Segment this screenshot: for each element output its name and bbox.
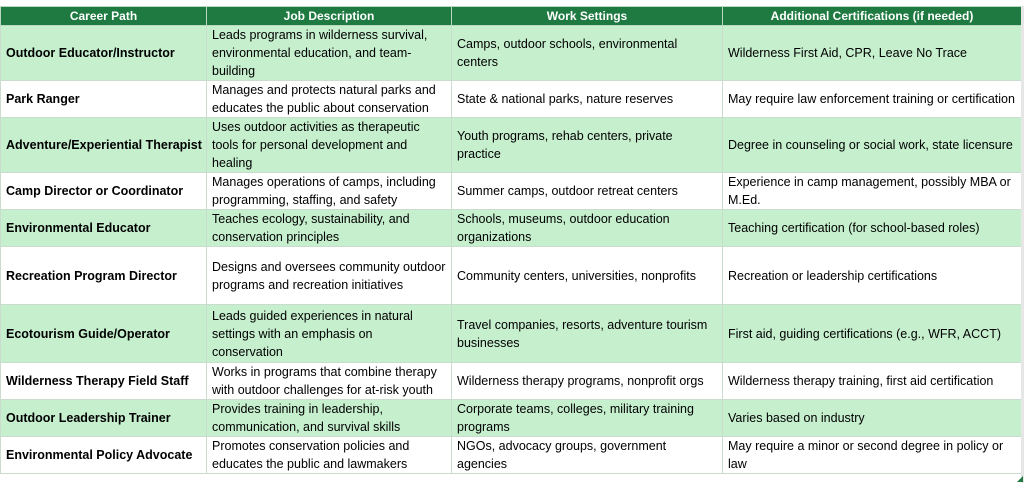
cell-certifications[interactable]: Experience in camp management, possibly … <box>722 172 1022 210</box>
table-row: Outdoor Leadership Trainer Provides train… <box>0 399 1022 437</box>
cell-certifications[interactable]: Varies based on industry <box>722 399 1022 437</box>
header-additional-certifications[interactable]: Additional Certifications (if needed) <box>722 6 1022 26</box>
table-row: Ecotourism Guide/Operator Leads guided ex… <box>0 304 1022 363</box>
cell-job-description[interactable]: Leads programs in wilderness survival, e… <box>206 25 452 81</box>
cell-work-settings[interactable]: NGOs, advocacy groups, government agenci… <box>451 436 723 474</box>
cell-career-path[interactable]: Environmental Policy Advocate <box>0 436 207 474</box>
cell-job-description[interactable]: Works in programs that combine therapy w… <box>206 362 452 400</box>
table-row: Environmental Policy Advocate Promotes co… <box>0 436 1022 474</box>
cell-certifications[interactable]: May require law enforcement training or … <box>722 80 1022 118</box>
cell-career-path[interactable]: Ecotourism Guide/Operator <box>0 304 207 363</box>
cell-certifications[interactable]: Wilderness therapy training, first aid c… <box>722 362 1022 400</box>
cell-certifications[interactable]: Wilderness First Aid, CPR, Leave No Trac… <box>722 25 1022 81</box>
cell-work-settings[interactable]: Summer camps, outdoor retreat centers <box>451 172 723 210</box>
cell-work-settings[interactable]: State & national parks, nature reserves <box>451 80 723 118</box>
cell-job-description[interactable]: Provides training in leadership, communi… <box>206 399 452 437</box>
cell-career-path[interactable]: Outdoor Leadership Trainer <box>0 399 207 437</box>
career-table: Career Path Job Description Work Setting… <box>0 6 1022 474</box>
cell-career-path[interactable]: Recreation Program Director <box>0 246 207 305</box>
header-work-settings[interactable]: Work Settings <box>451 6 723 26</box>
cell-certifications[interactable]: Recreation or leadership certifications <box>722 246 1022 305</box>
table-row: Environmental Educator Teaches ecology, s… <box>0 209 1022 247</box>
cell-job-description[interactable]: Designs and oversees community outdoor p… <box>206 246 452 305</box>
cell-work-settings[interactable]: Community centers, universities, nonprof… <box>451 246 723 305</box>
table-resize-handle-icon[interactable] <box>1015 474 1023 482</box>
cell-career-path[interactable]: Camp Director or Coordinator <box>0 172 207 210</box>
cell-certifications[interactable]: First aid, guiding certifications (e.g.,… <box>722 304 1022 363</box>
cell-job-description[interactable]: Uses outdoor activities as therapeutic t… <box>206 117 452 173</box>
cell-work-settings[interactable]: Corporate teams, colleges, military trai… <box>451 399 723 437</box>
cell-job-description[interactable]: Leads guided experiences in natural sett… <box>206 304 452 363</box>
header-job-description[interactable]: Job Description <box>206 6 452 26</box>
table-row: Wilderness Therapy Field Staff Works in p… <box>0 362 1022 400</box>
cell-career-path[interactable]: Outdoor Educator/Instructor <box>0 25 207 81</box>
table-row: Park Ranger Manages and protects natural … <box>0 80 1022 118</box>
cell-work-settings[interactable]: Youth programs, rehab centers, private p… <box>451 117 723 173</box>
cell-job-description[interactable]: Teaches ecology, sustainability, and con… <box>206 209 452 247</box>
cell-career-path[interactable]: Environmental Educator <box>0 209 207 247</box>
header-row: Career Path Job Description Work Setting… <box>0 6 1022 26</box>
header-career-path[interactable]: Career Path <box>0 6 207 26</box>
table-row: Adventure/Experiential Therapist Uses out… <box>0 117 1022 173</box>
scrollbar-track[interactable] <box>1021 6 1024 483</box>
cell-career-path[interactable]: Wilderness Therapy Field Staff <box>0 362 207 400</box>
cell-career-path[interactable]: Adventure/Experiential Therapist <box>0 117 207 173</box>
table-row: Outdoor Educator/Instructor Leads program… <box>0 25 1022 81</box>
cell-certifications[interactable]: Degree in counseling or social work, sta… <box>722 117 1022 173</box>
table-row: Recreation Program Director Designs and o… <box>0 246 1022 305</box>
cell-job-description[interactable]: Manages operations of camps, including p… <box>206 172 452 210</box>
cell-work-settings[interactable]: Travel companies, resorts, adventure tou… <box>451 304 723 363</box>
cell-certifications[interactable]: Teaching certification (for school-based… <box>722 209 1022 247</box>
cell-job-description[interactable]: Promotes conservation policies and educa… <box>206 436 452 474</box>
cell-job-description[interactable]: Manages and protects natural parks and e… <box>206 80 452 118</box>
cell-certifications[interactable]: May require a minor or second degree in … <box>722 436 1022 474</box>
cell-work-settings[interactable]: Wilderness therapy programs, nonprofit o… <box>451 362 723 400</box>
cell-work-settings[interactable]: Schools, museums, outdoor education orga… <box>451 209 723 247</box>
career-table-container: Career Path Job Description Work Setting… <box>0 6 1022 474</box>
cell-career-path[interactable]: Park Ranger <box>0 80 207 118</box>
table-row: Camp Director or Coordinator Manages oper… <box>0 172 1022 210</box>
cell-work-settings[interactable]: Camps, outdoor schools, environmental ce… <box>451 25 723 81</box>
